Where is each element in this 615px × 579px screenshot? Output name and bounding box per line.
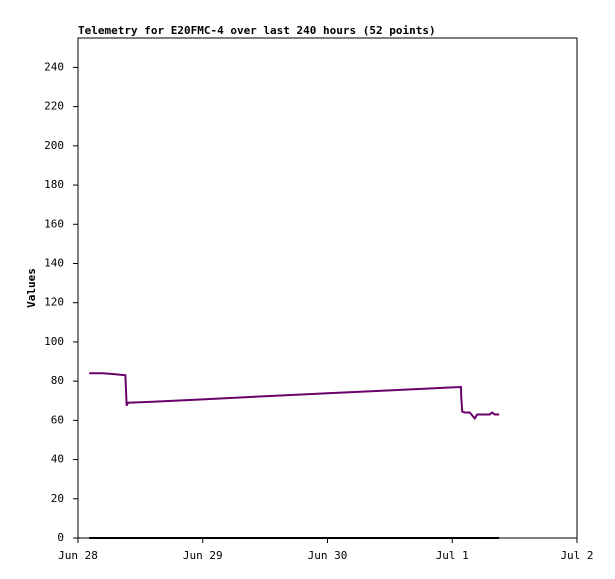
y-tick-label: 200 xyxy=(44,139,64,152)
y-axis-label: Values xyxy=(25,268,38,308)
y-tick-label: 240 xyxy=(44,60,64,73)
chart-title: Telemetry for E20FMC-4 over last 240 hou… xyxy=(78,24,436,37)
y-tick-label: 220 xyxy=(44,100,64,113)
y-tick-label: 100 xyxy=(44,335,64,348)
y-tick-label: 60 xyxy=(51,413,64,426)
y-tick-label: 80 xyxy=(51,374,64,387)
y-tick-label: 120 xyxy=(44,296,64,309)
x-tick-label: Jun 28 xyxy=(58,549,98,562)
x-tick-label: Jul 2 xyxy=(560,549,593,562)
x-tick-label: Jun 29 xyxy=(183,549,223,562)
y-tick-label: 40 xyxy=(51,453,64,466)
y-tick-label: 140 xyxy=(44,256,64,269)
y-tick-label: 160 xyxy=(44,217,64,230)
plot-frame xyxy=(77,37,578,539)
series-line xyxy=(89,372,500,421)
y-tick-label: 0 xyxy=(57,531,64,544)
y-tick-label: 180 xyxy=(44,178,64,191)
x-tick-label: Jul 1 xyxy=(436,549,469,562)
x-tick-label: Jun 30 xyxy=(308,549,348,562)
y-tick-label: 20 xyxy=(51,492,64,505)
